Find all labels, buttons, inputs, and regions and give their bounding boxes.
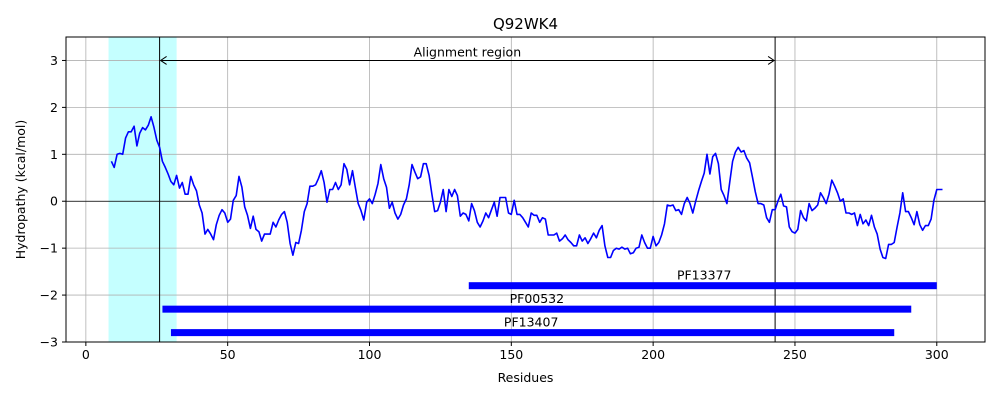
alignment-region-label: Alignment region	[414, 44, 522, 59]
domain-layer: PF13377 PF00532 PF13407	[162, 268, 937, 337]
domain-bar	[468, 282, 937, 290]
highlight-region	[108, 37, 177, 342]
alignment-boundary-layer	[159, 37, 776, 342]
domain-bar	[162, 305, 912, 313]
y-tick-label: 1	[50, 147, 58, 162]
domain-label: PF00532	[510, 291, 565, 306]
x-tick-label: 200	[641, 347, 665, 362]
x-tick-label: 100	[358, 347, 382, 362]
chart-title: Q92WK4	[493, 15, 558, 33]
x-tick-label: 50	[220, 347, 236, 362]
highlight-layer	[108, 37, 177, 342]
hydropathy-line	[110, 116, 943, 260]
ticks-layer: 0 50 100 150 200 250 300 −3 −2 −1 0 1 2 3	[40, 53, 949, 362]
alignment-arrow-layer: Alignment region	[159, 44, 776, 65]
x-axis-label: Residues	[498, 370, 554, 385]
y-axis-label: Hydropathy (kcal/mol)	[13, 120, 28, 260]
x-tick-label: 300	[925, 347, 949, 362]
y-tick-label: 0	[50, 194, 58, 209]
plot-frame	[65, 36, 986, 343]
alignment-arrow-head-left	[159, 56, 167, 65]
x-tick-label: 0	[82, 347, 90, 362]
y-tick-label: 3	[50, 53, 58, 68]
series-layer	[110, 116, 943, 260]
y-tick-label: −1	[40, 241, 58, 256]
domain-label: PF13377	[677, 268, 732, 283]
x-tick-label: 150	[499, 347, 523, 362]
x-tick-label: 250	[783, 347, 807, 362]
y-tick-label: −3	[40, 335, 58, 350]
y-tick-label: −2	[40, 288, 58, 303]
domain-bar	[170, 329, 895, 337]
alignment-arrow-head-right	[767, 56, 776, 65]
y-tick-label: 2	[50, 100, 58, 115]
domain-label: PF13407	[504, 315, 559, 330]
